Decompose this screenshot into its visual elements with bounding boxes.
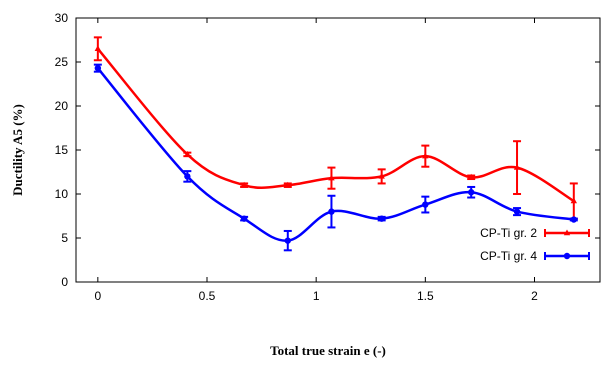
data-point — [284, 237, 291, 244]
data-point — [570, 216, 577, 223]
x-tick-label: 2 — [531, 289, 538, 303]
data-point — [284, 181, 291, 188]
series-2 — [93, 63, 578, 252]
x-tick-label: 0 — [94, 289, 101, 303]
data-point — [467, 173, 475, 180]
x-tick-label: 1.5 — [417, 289, 434, 303]
y-tick-label: 0 — [61, 275, 68, 289]
data-point — [570, 197, 577, 204]
data-point — [378, 215, 385, 222]
data-point — [378, 172, 385, 179]
y-axis-ticks: 0 5 10 15 20 25 30 — [55, 11, 600, 289]
data-point — [422, 201, 429, 208]
data-point — [328, 174, 335, 181]
legend: CP-Ti gr. 2 CP-Ti gr. 4 — [480, 226, 590, 263]
data-point — [240, 215, 248, 222]
data-point — [513, 164, 521, 170]
y-axis-title: Ductility A5 (%) — [10, 104, 25, 196]
x-axis-title: Total true strain e (-) — [270, 343, 386, 358]
x-axis-ticks: 0 0.5 1 1.5 2 — [94, 18, 538, 303]
data-point — [328, 208, 335, 215]
y-tick-label: 15 — [55, 143, 69, 157]
data-point — [184, 173, 191, 180]
data-point — [467, 189, 475, 196]
data-point — [513, 208, 521, 215]
y-tick-label: 20 — [55, 99, 69, 113]
y-tick-label: 30 — [55, 11, 69, 25]
x-tick-label: 1 — [313, 289, 320, 303]
series-line — [96, 67, 574, 242]
data-point — [184, 150, 191, 157]
legend-marker — [563, 229, 571, 236]
legend-label: CP-Ti gr. 2 — [480, 226, 537, 240]
y-tick-label: 5 — [61, 231, 68, 245]
data-point — [94, 64, 102, 72]
y-tick-label: 10 — [55, 187, 69, 201]
plot-frame — [75, 17, 601, 283]
data-point — [240, 181, 248, 188]
series-1 — [93, 36, 578, 220]
series-line — [96, 47, 575, 203]
data-point — [94, 45, 102, 51]
data-point — [422, 152, 429, 159]
series-layer — [93, 36, 578, 252]
plot-border — [75, 17, 601, 283]
legend-marker — [563, 252, 571, 260]
legend-label: CP-Ti gr. 4 — [480, 249, 537, 263]
y-tick-label: 25 — [55, 55, 69, 69]
x-tick-label: 0.5 — [199, 289, 216, 303]
